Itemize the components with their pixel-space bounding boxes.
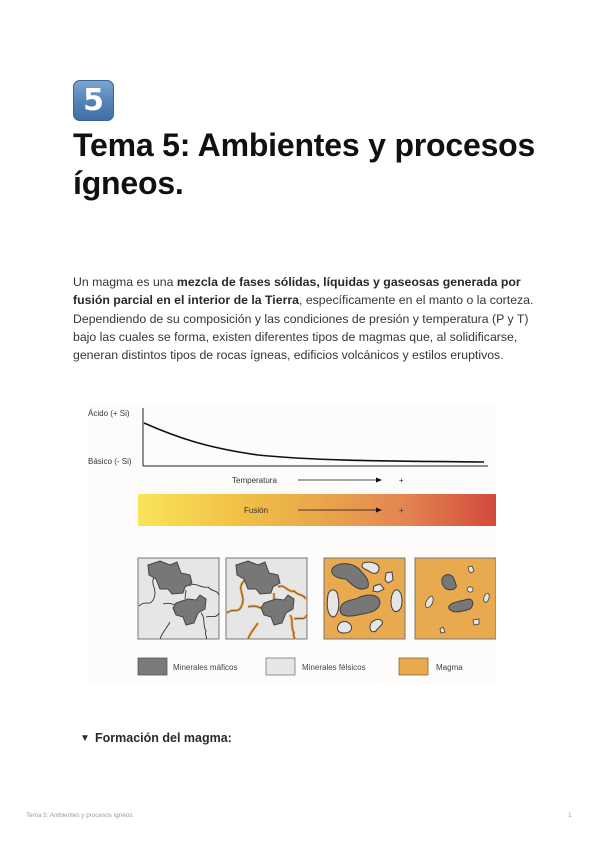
stage-solid-rock <box>137 557 220 640</box>
temperature-plus: + <box>399 476 404 485</box>
stage-partial-melt <box>323 557 406 640</box>
intro-bold-text: mezcla de fases sólidas, líquidas y gase… <box>73 275 521 308</box>
intro-paragraph: Un magma es una mezcla de fases sólidas,… <box>73 273 543 364</box>
toggle-label: Formación del magma: <box>95 731 232 745</box>
fusion-label: Fusión <box>244 506 268 515</box>
fusion-plus: + <box>399 506 404 515</box>
magma-formation-diagram: Ácido (+ Si) Básico (- Si) Temperatura +… <box>88 403 496 685</box>
legend-label-mafic: Minerales máficos <box>173 663 237 672</box>
silica-temperature-curve <box>143 422 485 463</box>
intro-text-1: Un magma es una <box>73 275 177 289</box>
arrow-right-icon <box>376 507 382 513</box>
intro-text-2: , específicamente en el manto o la corte… <box>73 293 534 363</box>
footer-page-number: 1 <box>568 812 572 819</box>
toggle-formacion-del-magma[interactable]: ▼ Formación del magma: <box>80 731 232 745</box>
page-title: Tema 5: Ambientes y procesos ígneos. <box>73 127 536 201</box>
legend-label-magma: Magma <box>436 663 463 672</box>
stage-mostly-melt <box>414 557 496 640</box>
composition-chart: Ácido (+ Si) Básico (- Si) <box>88 408 488 467</box>
keycap-five-icon: 5 <box>73 80 114 121</box>
stage-incipient-melting <box>225 557 309 640</box>
legend-swatch-magma <box>398 657 429 676</box>
legend: Minerales máficos Minerales félsicos Mag… <box>137 657 463 676</box>
temperature-label: Temperatura <box>232 476 277 485</box>
footer-document-title: Tema 5: Ambientes y procesos ígneos. <box>26 812 135 819</box>
y-axis-bottom-label: Básico (- Si) <box>88 457 132 466</box>
triangle-down-icon[interactable]: ▼ <box>80 732 90 744</box>
legend-swatch-mafic <box>137 657 168 676</box>
legend-swatch-felsic <box>265 657 296 676</box>
y-axis-top-label: Ácido (+ Si) <box>88 409 130 418</box>
arrow-right-icon <box>376 477 382 483</box>
legend-label-felsic: Minerales félsicos <box>302 663 366 672</box>
temperature-indicator: Temperatura + <box>232 476 404 485</box>
fusion-gradient-bar: Fusión + <box>138 494 496 526</box>
